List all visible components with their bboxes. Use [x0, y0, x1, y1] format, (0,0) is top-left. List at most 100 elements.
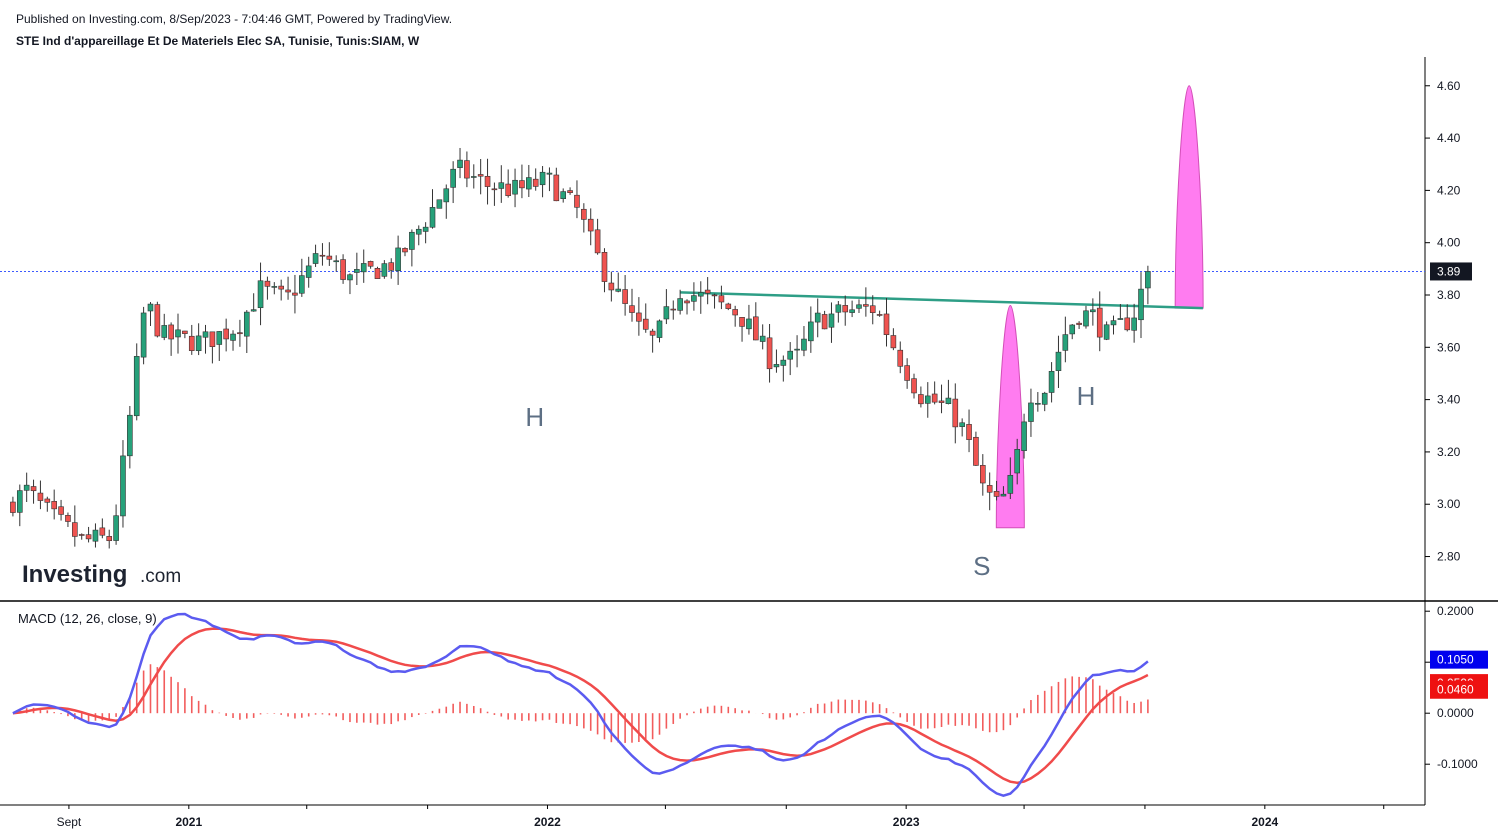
candlestick-series	[10, 147, 1151, 549]
target-projections	[680, 85, 1204, 529]
macd-value-label: 0.0460	[1437, 683, 1474, 697]
candle-body	[526, 177, 532, 190]
candle-body	[856, 304, 862, 309]
candle-body	[78, 534, 85, 536]
candle-body	[801, 338, 807, 351]
candle-body	[1138, 288, 1144, 321]
candle-body	[519, 180, 525, 189]
candle-body	[746, 318, 752, 330]
candle-body	[202, 331, 209, 338]
candle-body	[161, 325, 168, 338]
macd-tick-label: -0.1000	[1437, 757, 1478, 771]
candle-body	[649, 330, 656, 336]
candle-body	[264, 280, 271, 287]
candle-body	[952, 398, 959, 428]
time-tick-label: Sept	[57, 815, 82, 829]
candle-body	[828, 313, 835, 328]
candle-body	[711, 294, 718, 297]
candle-body	[188, 335, 195, 351]
chart-title: STE Ind d'appareillage Et De Materiels E…	[16, 34, 420, 48]
candle-body	[1041, 392, 1048, 405]
candle-body	[1117, 318, 1124, 320]
candle-body	[354, 269, 360, 273]
candle-body	[381, 263, 388, 277]
macd-tick-label: 0.2000	[1437, 604, 1474, 618]
candle-body	[759, 335, 766, 342]
pattern-annotations: H S H	[525, 381, 1095, 581]
candle-body	[821, 314, 828, 330]
price-tick-label: 4.00	[1437, 236, 1461, 250]
candle-body	[92, 529, 99, 542]
candle-body	[319, 254, 326, 257]
candle-body	[1069, 324, 1076, 335]
candle-body	[65, 515, 71, 522]
candle-body	[1145, 271, 1151, 289]
candle-body	[10, 501, 16, 513]
candle-body	[230, 333, 236, 341]
macd-title: MACD (12, 26, close, 9)	[18, 611, 157, 626]
candle-body	[1007, 474, 1014, 494]
candle-body	[30, 486, 37, 492]
candle-body	[753, 316, 759, 341]
candle-body	[663, 306, 670, 320]
candle-body	[883, 313, 890, 336]
candle-body	[808, 321, 814, 342]
candle-body	[409, 231, 415, 250]
price-tick-label: 3.00	[1437, 497, 1461, 511]
candle-body	[140, 312, 147, 358]
macd-signal-line	[12, 627, 1149, 785]
candle-body	[250, 309, 257, 312]
candle-body	[594, 229, 601, 254]
candle-body	[1055, 351, 1062, 371]
candle-body	[938, 400, 945, 403]
candle-body	[1048, 371, 1055, 393]
candle-body	[1076, 322, 1082, 325]
candle-body	[697, 292, 704, 297]
candle-body	[931, 393, 938, 403]
candle-body	[223, 328, 229, 340]
candle-body	[1096, 307, 1103, 338]
candle-body	[890, 335, 897, 349]
candle-body	[457, 159, 463, 168]
candle-body	[787, 350, 793, 360]
candle-body	[601, 251, 608, 282]
candle-body	[113, 515, 119, 541]
candle-body	[670, 308, 677, 311]
candle-body	[106, 536, 113, 542]
candle-body	[863, 304, 869, 307]
price-tick-label: 3.40	[1437, 393, 1461, 407]
price-tick-label: 4.60	[1437, 79, 1461, 93]
candle-body	[292, 292, 298, 296]
candle-body	[773, 364, 780, 368]
candle-body	[470, 176, 477, 178]
candle-body	[477, 174, 484, 177]
candle-body	[37, 492, 44, 501]
candle-body	[615, 288, 622, 292]
candle-body	[869, 305, 876, 313]
candle-body	[175, 329, 181, 338]
candle-body	[415, 228, 422, 235]
candle-body	[498, 182, 505, 189]
candle-body	[1103, 324, 1110, 340]
candle-body	[1062, 334, 1069, 351]
candle-body	[546, 172, 553, 175]
price-tick-label: 3.60	[1437, 340, 1461, 354]
candle-body	[147, 303, 154, 312]
candle-body	[897, 349, 904, 367]
candle-body	[553, 174, 560, 202]
candle-body	[58, 506, 64, 515]
candle-body	[1090, 309, 1096, 313]
candle-body	[388, 262, 395, 271]
target-projection	[1174, 85, 1204, 309]
candle-body	[402, 248, 408, 253]
candle-body	[842, 305, 849, 313]
candle-body	[1131, 317, 1137, 331]
candle-body	[539, 171, 546, 186]
candle-body	[505, 183, 511, 197]
candle-body	[484, 175, 491, 187]
candle-body	[794, 348, 800, 351]
candle-body	[911, 378, 917, 394]
candle-body	[1083, 310, 1089, 327]
candle-body	[739, 317, 745, 327]
